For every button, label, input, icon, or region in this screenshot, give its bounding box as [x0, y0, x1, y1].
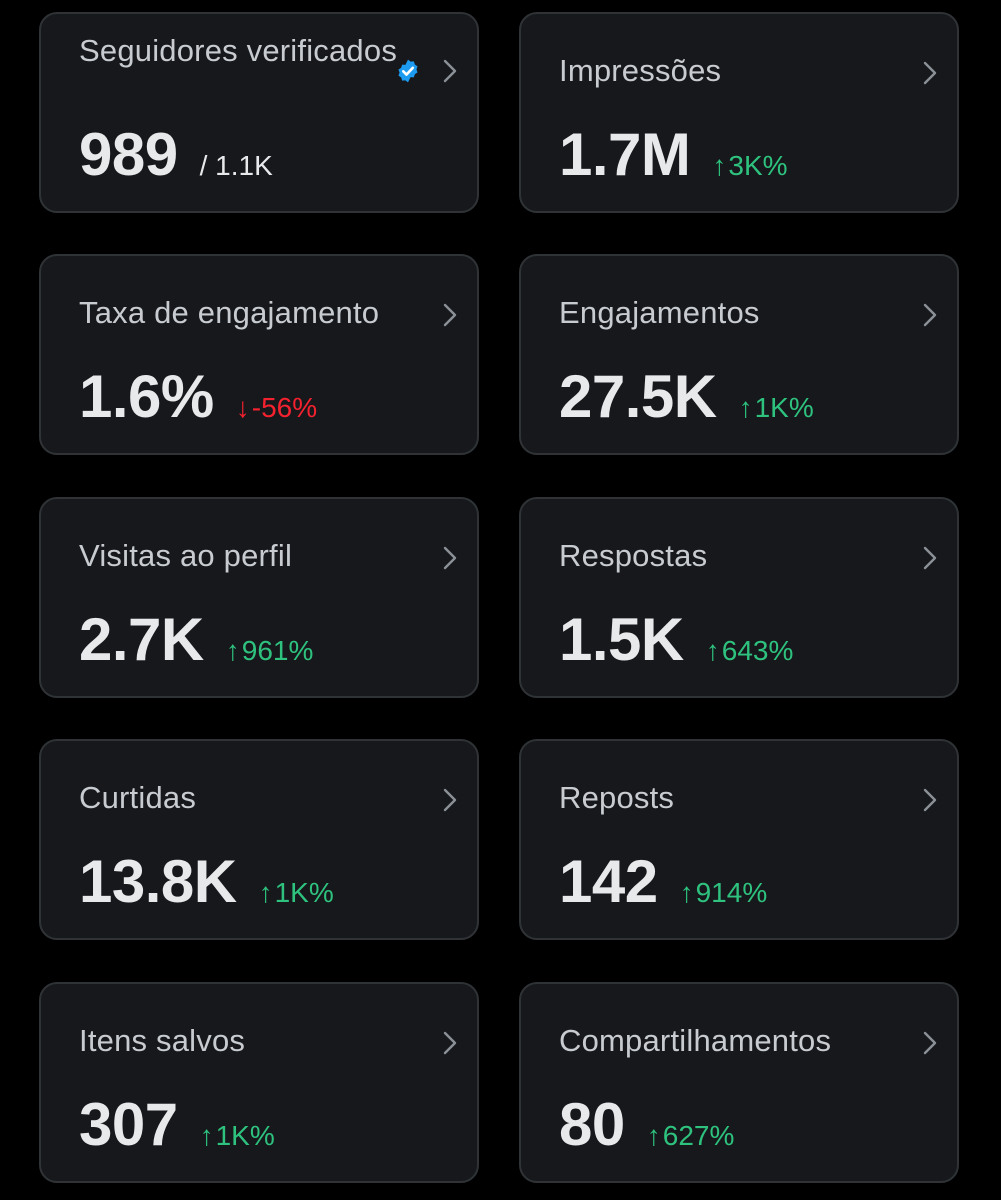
metric-value-row: 1.6% ↓ -56%	[79, 362, 317, 432]
arrow-up-icon: ↑	[679, 877, 694, 908]
metric-value-row: 27.5K ↑ 1K%	[559, 362, 814, 432]
arrow-down-icon: ↓	[235, 392, 250, 423]
metric-delta: ↑ 961%	[226, 635, 314, 667]
metric-value-row: 989 / 1.1K	[79, 120, 273, 190]
chevron-right-icon	[443, 1031, 457, 1055]
chevron-right-icon	[923, 61, 937, 85]
metric-value: 13.8K	[79, 848, 237, 915]
metric-delta: ↑ 627%	[647, 1120, 735, 1152]
metric-value: 1.5K	[559, 606, 684, 673]
metric-card-reposts[interactable]: Reposts 142 ↑ 914%	[519, 739, 959, 940]
metric-label: Compartilhamentos	[559, 1023, 832, 1058]
metric-card-impressions[interactable]: Impressões 1.7M ↑ 3K%	[519, 12, 959, 213]
metric-value: 2.7K	[79, 606, 204, 673]
chevron-right-icon	[923, 788, 937, 812]
arrow-up-icon: ↑	[646, 1120, 661, 1151]
metric-label: Curtidas	[79, 780, 197, 815]
metric-delta: ↑ 3K%	[712, 150, 787, 182]
arrow-up-icon: ↑	[705, 635, 720, 666]
chevron-right-icon	[443, 303, 457, 327]
chevron-right-icon	[443, 546, 457, 570]
metric-value: 80	[559, 1091, 625, 1158]
metric-card-engagements[interactable]: Engajamentos 27.5K ↑ 1K%	[519, 254, 959, 455]
chevron-right-icon	[923, 546, 937, 570]
metric-value-row: 307 ↑ 1K%	[79, 1090, 275, 1160]
metric-value: 27.5K	[559, 363, 717, 430]
metric-value-row: 142 ↑ 914%	[559, 847, 767, 917]
metric-card-likes[interactable]: Curtidas 13.8K ↑ 1K%	[39, 739, 479, 940]
metric-card-saved-items[interactable]: Itens salvos 307 ↑ 1K%	[39, 982, 479, 1183]
arrow-up-icon: ↑	[738, 392, 753, 423]
metric-label: Impressões	[559, 53, 722, 88]
chevron-right-icon	[923, 303, 937, 327]
arrow-up-icon: ↑	[258, 877, 273, 908]
arrow-up-icon: ↑	[199, 1120, 214, 1151]
metric-delta-text: 1K%	[215, 1120, 275, 1151]
metric-delta: ↑ 1K%	[739, 392, 814, 424]
metric-delta-text: 1K%	[754, 392, 814, 423]
metric-delta-text: 914%	[695, 877, 768, 908]
metric-value-row: 80 ↑ 627%	[559, 1090, 734, 1160]
metric-card-shares[interactable]: Compartilhamentos 80 ↑ 627%	[519, 982, 959, 1183]
metric-card-profile-visits[interactable]: Visitas ao perfil 2.7K ↑ 961%	[39, 497, 479, 698]
metric-label: Itens salvos	[79, 1023, 246, 1058]
arrow-up-icon: ↑	[712, 150, 727, 181]
verified-badge-icon	[398, 59, 418, 83]
metric-label: Visitas ao perfil	[79, 538, 293, 573]
metric-card-verified-followers[interactable]: Seguidores verificados 989 / 1.1K	[39, 12, 479, 213]
metric-card-replies[interactable]: Respostas 1.5K ↑ 643%	[519, 497, 959, 698]
metric-delta: ↑ 643%	[706, 635, 794, 667]
metric-value: 1.6%	[79, 363, 214, 430]
metric-label: Respostas	[559, 538, 708, 573]
chevron-right-icon	[443, 788, 457, 812]
metric-label: Reposts	[559, 780, 675, 815]
metric-value: 1.7M	[559, 121, 691, 188]
metric-label: Taxa de engajamento	[79, 295, 380, 330]
metric-card-engagement-rate[interactable]: Taxa de engajamento 1.6% ↓ -56%	[39, 254, 479, 455]
metric-delta-text: 643%	[721, 635, 794, 666]
metric-value: 307	[79, 1091, 178, 1158]
metric-label: Engajamentos	[559, 295, 760, 330]
chevron-right-icon	[923, 1031, 937, 1055]
metric-value-row: 13.8K ↑ 1K%	[79, 847, 334, 917]
metric-total: / 1.1K	[199, 150, 273, 181]
chevron-right-icon	[443, 59, 457, 83]
metric-delta-text: -56%	[251, 392, 318, 423]
metric-delta-text: 961%	[241, 635, 314, 666]
metric-label: Seguidores verificados	[79, 33, 398, 68]
metric-delta: ↓ -56%	[236, 392, 317, 424]
metric-value-row: 2.7K ↑ 961%	[79, 605, 313, 675]
arrow-up-icon: ↑	[225, 635, 240, 666]
metric-value-row: 1.7M ↑ 3K%	[559, 120, 788, 190]
metric-value: 142	[559, 848, 658, 915]
metric-delta: ↑ 1K%	[259, 877, 334, 909]
metric-value-row: 1.5K ↑ 643%	[559, 605, 793, 675]
metric-delta-text: 627%	[662, 1120, 735, 1151]
metric-delta-text: 3K%	[728, 150, 788, 181]
metric-delta: ↑ 914%	[680, 877, 768, 909]
metric-delta-text: 1K%	[274, 877, 334, 908]
metric-delta: ↑ 1K%	[200, 1120, 275, 1152]
metric-value: 989	[79, 121, 178, 188]
